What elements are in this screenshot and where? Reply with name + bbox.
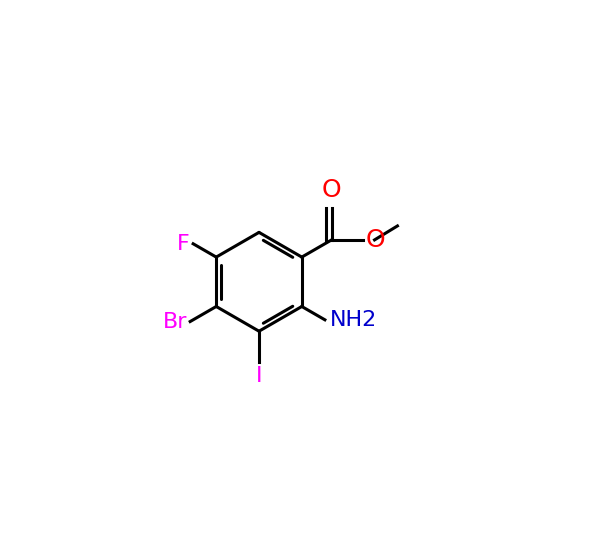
Text: F: F bbox=[177, 234, 190, 254]
Text: O: O bbox=[322, 177, 341, 201]
Text: O: O bbox=[366, 228, 385, 252]
Text: NH2: NH2 bbox=[330, 310, 378, 330]
Text: I: I bbox=[256, 365, 262, 386]
Text: Br: Br bbox=[163, 311, 188, 331]
